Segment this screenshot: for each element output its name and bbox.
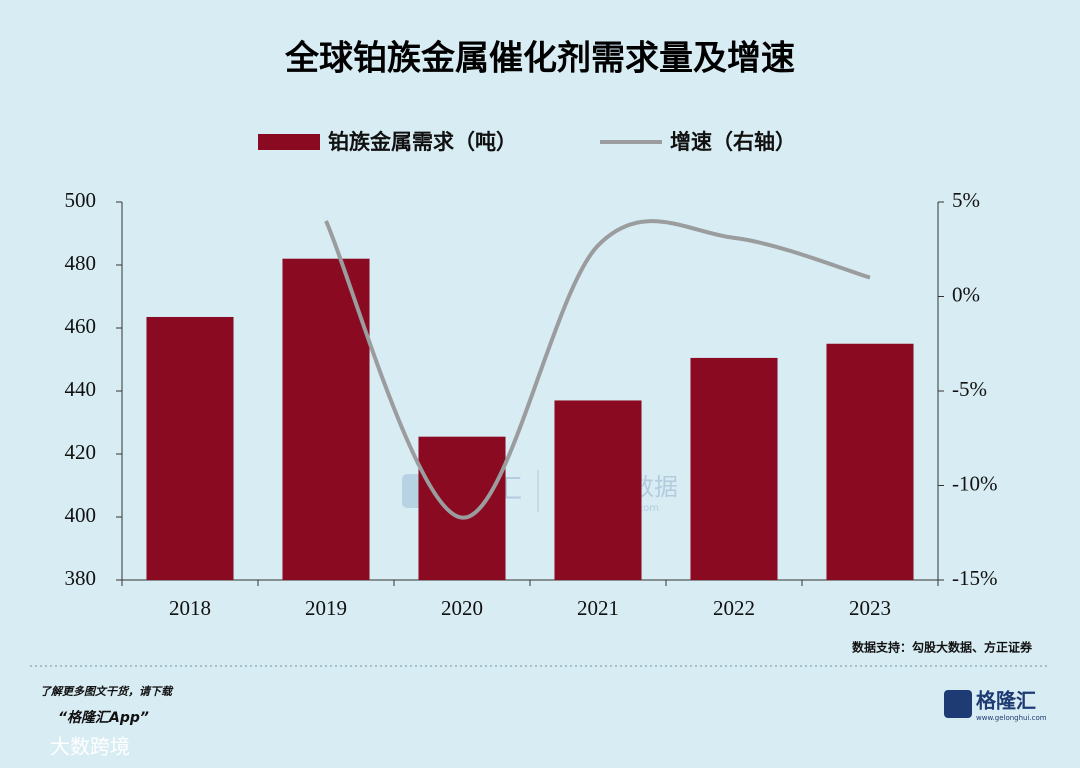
x-tick-label: 2023 [849, 596, 891, 620]
bar [690, 357, 778, 580]
y-tick-label: 420 [65, 440, 97, 464]
logo-url: www.gelonghui.com [976, 714, 1047, 722]
y2-tick-label: 0% [952, 282, 980, 306]
x-tick-label: 2019 [305, 596, 347, 620]
y-tick-label: 380 [65, 566, 97, 590]
legend-label: 铂族金属需求（吨） [328, 130, 517, 154]
y-tick-label: 400 [65, 503, 97, 527]
footer-prompt: 了解更多图文干货，请下载 [40, 685, 174, 698]
footer-app: “格隆汇App” [58, 709, 149, 726]
y2-tick-label: -10% [952, 471, 998, 495]
x-tick-label: 2022 [713, 596, 755, 620]
source: 数据支持：勾股大数据、方正证券 [852, 640, 1033, 655]
y-tick-label: 500 [65, 188, 97, 212]
bar [554, 400, 642, 580]
logo: 格隆汇 [976, 689, 1036, 713]
legend-label: 增速（右轴） [670, 130, 796, 154]
y2-tick-label: 5% [952, 188, 980, 212]
bar [282, 258, 370, 580]
y2-tick-label: -15% [952, 566, 998, 590]
y-tick-label: 460 [65, 314, 97, 338]
chart-title: 全球铂族金属催化剂需求量及增速 [284, 39, 795, 79]
y2-tick-label: -5% [952, 377, 987, 401]
bar [826, 343, 914, 580]
footer-corner: 大数跨境 [50, 735, 130, 759]
bar [146, 316, 234, 580]
bar [418, 436, 506, 580]
y-tick-label: 440 [65, 377, 97, 401]
line [324, 219, 871, 520]
x-tick-label: 2021 [577, 596, 619, 620]
x-tick-label: 2020 [441, 596, 483, 620]
logo-icon [944, 690, 972, 718]
y-tick-label: 480 [65, 251, 97, 275]
legend-swatch [258, 134, 320, 150]
x-tick-label: 2018 [169, 596, 211, 620]
